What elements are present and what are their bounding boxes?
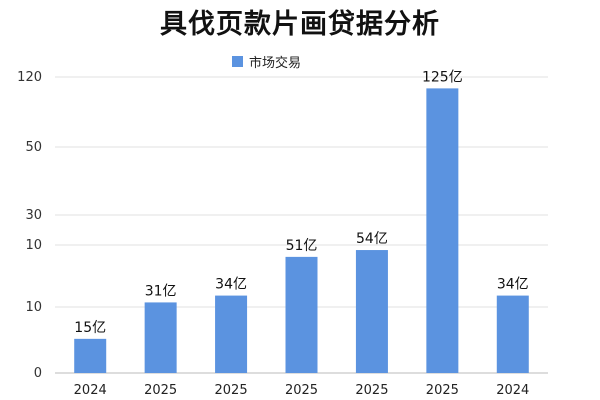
bar <box>144 302 177 373</box>
legend: 市场交易 <box>232 52 301 71</box>
x-tick-label: 2024 <box>496 383 529 398</box>
data-label: 31亿 <box>145 283 177 299</box>
bar <box>355 250 388 373</box>
x-tick-label: 2025 <box>144 383 177 398</box>
y-tick-label: 10 <box>25 300 42 315</box>
bar <box>285 256 318 373</box>
y-tick-label: 30 <box>25 208 42 223</box>
data-label: 51亿 <box>286 238 318 254</box>
x-tick-label: 2024 <box>74 383 107 398</box>
bar <box>496 295 529 373</box>
x-tick-label: 2025 <box>426 383 459 398</box>
chart-title: 具伐页款片画贷据分析 <box>160 9 440 40</box>
y-tick-label: 10 <box>25 238 42 253</box>
bar <box>215 295 248 373</box>
x-tick-label: 2025 <box>355 383 388 398</box>
y-tick-label: 120 <box>17 70 42 85</box>
legend-label: 市场交易 <box>249 56 302 71</box>
legend-swatch <box>232 56 243 67</box>
bar <box>426 88 459 373</box>
data-label: 34亿 <box>497 277 529 293</box>
data-label: 54亿 <box>356 231 388 247</box>
data-label: 125亿 <box>422 69 463 85</box>
data-label: 15亿 <box>74 320 106 336</box>
y-tick-label: 0 <box>34 366 42 381</box>
bar <box>74 338 107 373</box>
y-tick-label: 50 <box>25 140 42 155</box>
data-label: 34亿 <box>215 277 247 293</box>
x-tick-label: 2025 <box>215 383 248 398</box>
x-tick-label: 2025 <box>285 383 318 398</box>
